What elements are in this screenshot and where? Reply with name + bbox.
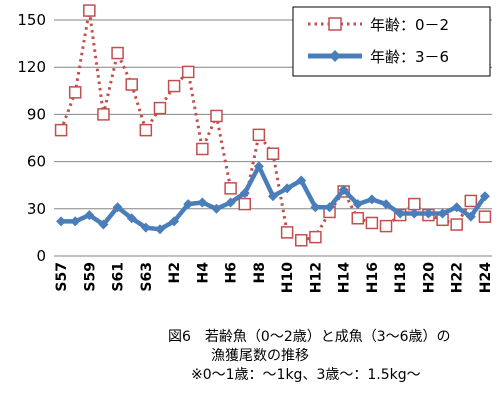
data-point-diamond	[126, 213, 137, 224]
data-point-diamond	[395, 208, 406, 219]
data-point-diamond	[56, 216, 67, 227]
data-point-square	[224, 182, 237, 195]
data-point-square	[379, 219, 393, 233]
data-point-diamond	[451, 202, 462, 213]
data-point-square	[450, 218, 463, 231]
x-tick-label: S57	[54, 262, 70, 292]
legend-label-series-1: 年齢：0－2	[370, 16, 449, 34]
data-point-diamond	[84, 210, 95, 221]
x-tick-label: H20	[421, 262, 437, 293]
data-point-square	[181, 65, 195, 79]
data-point-square	[167, 79, 181, 93]
y-tick-label: 120	[17, 58, 46, 76]
data-point-diamond	[465, 211, 476, 222]
x-tick-label: S61	[111, 262, 127, 292]
line-chart: 0 30 60 90 120 150 S57 S59 S61 S63 H2 H4 H6 H8 H10 H12…	[17, 4, 494, 293]
data-point-square	[153, 101, 167, 115]
data-point-diamond	[338, 184, 349, 195]
data-point-square	[68, 86, 82, 99]
caption-note: ※0～1歳：～1kg、3歳～：1.5kg～	[191, 367, 421, 383]
figure-caption: 図6 若齢魚（0～2歳）と成魚（3～6歳）の 漁獲尾数の推移 ※0～1歳：～1k…	[168, 328, 498, 385]
data-point-square	[210, 109, 223, 123]
data-point-diamond	[140, 222, 151, 233]
data-point-diamond	[225, 197, 236, 208]
data-point-square	[97, 108, 110, 121]
data-point-diamond	[310, 202, 321, 213]
y-axis-ticks: 0 30 60 90 120 150	[17, 11, 46, 265]
data-point-diamond	[409, 208, 420, 219]
legend: 年齢：0－2 年齢：3－6	[292, 6, 491, 77]
legend-box	[292, 6, 491, 77]
data-point-square	[54, 123, 68, 137]
data-point-diamond	[154, 224, 165, 235]
data-point-diamond	[211, 203, 222, 214]
data-point-diamond	[98, 219, 109, 230]
x-tick-label: H4	[195, 262, 211, 284]
data-point-square	[125, 78, 138, 91]
data-point-diamond	[352, 199, 363, 210]
data-point-square	[83, 4, 96, 17]
data-point-square	[351, 211, 365, 225]
data-point-diamond	[479, 191, 490, 202]
data-point-square	[365, 216, 379, 230]
caption-line-1: 図6 若齢魚（0～2歳）と成魚（3～6歳）の	[168, 329, 451, 345]
data-point-diamond	[296, 175, 307, 186]
x-axis-ticks: S57 S59 S61 S63 H2 H4 H6 H8 H10 H12 H14 H16 H18 H20 H2…	[54, 262, 494, 293]
data-point-diamond	[324, 202, 335, 213]
series-layer	[54, 4, 492, 247]
x-tick-label: H12	[308, 262, 324, 293]
y-tick-label: 30	[27, 200, 46, 218]
data-point-square	[478, 210, 492, 223]
x-tick-label: H2	[167, 262, 183, 283]
data-point-diamond	[197, 197, 208, 208]
legend-marker-series-2	[329, 50, 341, 62]
data-point-diamond	[112, 202, 123, 213]
data-point-diamond	[423, 208, 434, 219]
data-point-diamond	[169, 216, 180, 227]
y-tick-label: 0	[36, 247, 46, 265]
x-tick-label: H6	[224, 262, 240, 283]
y-tick-label: 60	[27, 153, 46, 171]
legend-label-series-2: 年齢：3－6	[370, 48, 449, 66]
data-point-square	[111, 46, 124, 60]
data-point-square	[309, 230, 322, 244]
x-tick-label: H18	[393, 262, 409, 293]
data-point-square	[238, 197, 251, 211]
legend-marker-series-1	[328, 17, 342, 31]
data-point-square	[196, 142, 209, 156]
data-point-square	[252, 128, 266, 142]
data-point-diamond	[268, 191, 278, 202]
y-tick-label: 150	[17, 11, 46, 29]
data-point-square	[280, 226, 294, 239]
data-point-square	[139, 123, 153, 137]
x-tick-label: H24	[478, 262, 494, 293]
x-tick-label: H8	[252, 262, 268, 283]
caption-line-2: 漁獲尾数の推移	[211, 348, 309, 364]
data-point-diamond	[437, 208, 448, 219]
data-point-diamond	[366, 194, 377, 205]
y-tick-label: 90	[27, 105, 46, 123]
x-tick-label: S59	[82, 262, 98, 292]
data-point-diamond	[381, 199, 392, 210]
data-point-square	[295, 234, 308, 247]
data-point-diamond	[183, 199, 194, 210]
x-tick-label: H22	[450, 262, 466, 293]
x-tick-label: H10	[280, 262, 296, 293]
data-point-diamond	[253, 161, 264, 172]
data-point-square	[464, 194, 478, 208]
data-point-diamond	[282, 183, 293, 194]
data-point-diamond	[70, 216, 81, 227]
data-point-diamond	[239, 188, 250, 199]
series-2	[56, 161, 490, 235]
data-point-square	[266, 147, 280, 160]
x-tick-label: S63	[139, 262, 155, 292]
x-tick-label: H16	[365, 262, 381, 293]
x-tick-label: H14	[337, 262, 353, 293]
data-point-square	[408, 197, 421, 211]
